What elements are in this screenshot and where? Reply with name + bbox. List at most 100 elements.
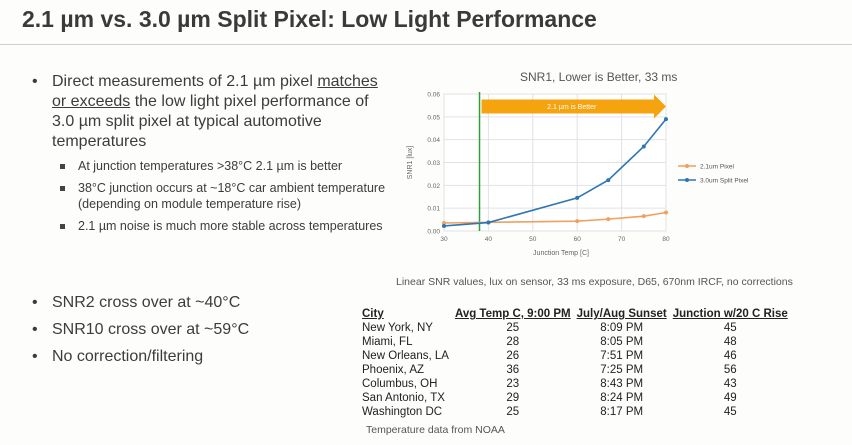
table-cell: Columbus, OH	[362, 378, 438, 390]
x-tick-label: 60	[574, 236, 582, 243]
table-cell: Phoenix, AZ	[362, 364, 425, 376]
table-cell: 8:17 PM	[600, 406, 644, 418]
table-cell: New Orleans, LA	[362, 350, 449, 362]
table-cell: 49	[723, 392, 737, 404]
table-cell: San Antonio, TX	[362, 392, 445, 404]
table-cell: 7:51 PM	[600, 350, 644, 362]
table-cell: Miami, FL	[362, 336, 413, 348]
sub-bullet-2: 38°C junction occurs at ~18°C car ambien…	[30, 180, 390, 212]
header-sunset: July/Aug Sunset	[576, 308, 667, 320]
table-cell: 48	[723, 336, 737, 348]
table-cell: Washington DC	[362, 406, 443, 418]
bullet-main-part2: the low light pixel performance of 3.0 µ…	[52, 93, 369, 150]
legend-label: 3.0um Split Pixel	[700, 178, 749, 185]
page-title: 2.1 µm vs. 3.0 µm Split Pixel: Low Light…	[22, 6, 597, 32]
table-cell: 8:05 PM	[600, 336, 644, 348]
data-point	[606, 217, 611, 222]
header-city: City	[362, 308, 384, 320]
legend-marker	[685, 164, 689, 168]
table-row: New York, NY 25 8:09 PM 45	[360, 321, 792, 335]
sub-bullet-text: 2.1 µm noise is much more stable across …	[78, 219, 383, 233]
bullet-snr2: • SNR2 cross over at ~40°C	[30, 293, 360, 313]
data-point	[442, 223, 446, 228]
city-temperature-table: City Avg Temp C, 9:00 PM July/Aug Sunset…	[360, 308, 792, 419]
table-cell: 45	[723, 322, 737, 334]
sub-bullet-1: At junction temperatures >38°C 2.1 µm is…	[30, 158, 390, 174]
bullet-main-part1: Direct measurements of 2.1 µm pixel	[52, 73, 318, 90]
header-junction: Junction w/20 C Rise	[672, 308, 788, 320]
table-cell: 26	[506, 350, 520, 362]
bullet-text: No correction/filtering	[52, 348, 204, 365]
y-tick-label: 0.04	[427, 137, 440, 144]
legend-marker	[685, 178, 689, 182]
table-cell: 43	[723, 378, 737, 390]
sub-bullet-3: 2.1 µm noise is much more stable across …	[30, 218, 390, 234]
y-tick-label: 0.05	[427, 114, 440, 121]
table-row: Miami, FL 28 8:05 PM 48	[360, 335, 792, 349]
bullet-no-correction: • No correction/filtering	[30, 347, 360, 367]
bullet-dot: •	[32, 294, 38, 311]
x-tick-label: 70	[618, 236, 626, 243]
table-cell: 8:24 PM	[600, 392, 644, 404]
bullet-dot: •	[32, 321, 38, 338]
table-cell: 45	[723, 406, 737, 418]
better-arrow	[481, 94, 666, 119]
bullet-text: SNR10 cross over at ~59°C	[52, 321, 250, 338]
x-tick-label: 40	[485, 236, 493, 243]
table-cell: New York, NY	[362, 322, 433, 334]
table-cell: 46	[723, 350, 737, 362]
table-row: Washington DC 25 8:17 PM 45	[360, 405, 792, 419]
data-point	[606, 178, 611, 183]
y-tick-label: 0.02	[427, 183, 440, 190]
table-cell: 8:43 PM	[600, 378, 644, 390]
title-divider	[0, 44, 852, 45]
y-axis-label: SNR1 [lux]	[407, 146, 414, 180]
x-tick-label: 50	[529, 236, 537, 243]
better-arrow-label: 2.1 µm is Better	[547, 104, 597, 111]
bullet-main-underlined: matches or exceeds	[52, 73, 378, 110]
table-cell: 28	[506, 336, 520, 348]
main-bullets: • Direct measurements of 2.1 µm pixel ma…	[30, 72, 390, 234]
bullet-snr10: • SNR10 cross over at ~59°C	[30, 320, 360, 340]
table-cell: 7:25 PM	[600, 364, 644, 376]
y-tick-label: 0.00	[427, 229, 440, 236]
data-point	[664, 210, 668, 215]
sub-bullet-text: 38°C junction occurs at ~18°C car ambien…	[78, 181, 386, 211]
data-point	[575, 195, 580, 200]
header-avg-temp: Avg Temp C, 9:00 PM	[454, 308, 571, 320]
table-cell: 8:09 PM	[600, 322, 644, 334]
legend-label: 2.1um Pixel	[700, 164, 735, 171]
table-cell: 23	[506, 378, 520, 390]
table-cell: 25	[506, 406, 520, 418]
x-tick-label: 80	[662, 236, 670, 243]
table-header-row: City Avg Temp C, 9:00 PM July/Aug Sunset…	[360, 308, 792, 321]
y-tick-label: 0.01	[427, 206, 440, 213]
sub-bullet-marker	[60, 186, 65, 191]
snr1-line-chart: 0.00 0.01 0.02 0.03 0.04 0.05 0.06 30 40 50 60 70 80…	[407, 92, 749, 258]
table-row: Phoenix, AZ 36 7:25 PM 56	[360, 363, 792, 377]
table-cell: 56	[723, 364, 737, 376]
series-line-3-0um	[443, 118, 667, 227]
secondary-bullets: • SNR2 cross over at ~40°C • SNR10 cross o…	[30, 293, 360, 374]
y-tick-label: 0.06	[427, 92, 440, 99]
data-point	[442, 221, 446, 226]
table-cell: 29	[506, 392, 520, 404]
data-point	[641, 144, 646, 149]
data-point	[486, 220, 491, 225]
chart-title: SNR1, Lower is Better, 33 ms	[520, 70, 678, 84]
table-row: Columbus, OH 23 8:43 PM 43	[360, 377, 792, 391]
table-body: New York, NY 25 8:09 PM 45 Miami, FL 28 8:05 P…	[360, 321, 792, 419]
data-point	[575, 219, 580, 224]
table-row: San Antonio, TX 29 8:24 PM 49	[360, 391, 792, 405]
x-axis-label: Junction Temp [C]	[533, 250, 589, 257]
table-cell: 36	[506, 364, 520, 376]
bullet-dot: •	[32, 348, 38, 365]
data-point	[664, 117, 668, 122]
source-note: Temperature data from NOAA	[366, 424, 505, 436]
sub-bullet-marker	[60, 164, 65, 169]
table-row: New Orleans, LA 26 7:51 PM 46	[360, 349, 792, 363]
chart-caption: Linear SNR values, lux on sensor, 33 ms …	[396, 276, 793, 288]
bullet-text: SNR2 cross over at ~40°C	[52, 294, 241, 311]
y-tick-label: 0.03	[427, 160, 440, 167]
bullet-main: • Direct measurements of 2.1 µm pixel ma…	[30, 72, 390, 152]
